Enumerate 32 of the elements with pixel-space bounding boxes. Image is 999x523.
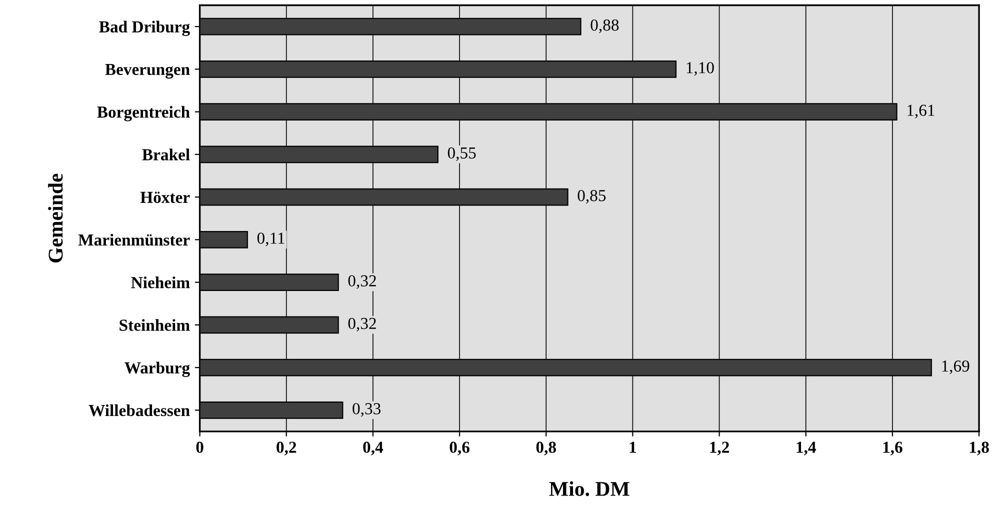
x-tick-label: 0	[196, 442, 204, 453]
data-label: 0,55	[448, 147, 476, 161]
x-tick-label: 0,8	[536, 442, 556, 456]
x-tick-label: 0,2	[276, 442, 296, 456]
data-label: 1,61	[908, 104, 934, 118]
y-tick-label: Steinheim	[120, 319, 190, 331]
y-tick-label: Bad Driburg	[99, 20, 190, 36]
x-axis-title: Mio. DM	[549, 481, 630, 496]
y-tick-label: Brakel	[142, 148, 190, 160]
x-tick-label: 1	[630, 442, 636, 453]
x-tick-label: 0,4	[363, 442, 384, 456]
x-tick-label: 1,8	[970, 442, 989, 456]
y-tick-label: Borgentreich	[97, 106, 190, 122]
y-tick-label: Nieheim	[131, 276, 190, 288]
y-axis-title: Gemeinde	[48, 174, 63, 262]
data-label: 1,10	[686, 62, 714, 76]
y-tick-label: Willebadessen	[88, 404, 190, 416]
y-tick-label: Marienmünster	[78, 234, 190, 246]
x-tick-label: 1,6	[883, 442, 902, 456]
data-label: 0,11	[257, 232, 284, 246]
data-label: 0,85	[578, 190, 606, 204]
data-label: 0,33	[352, 403, 381, 417]
x-tick-label: 0,6	[450, 442, 470, 456]
data-label: 0,32	[348, 275, 376, 289]
y-tick-label: Beverungen	[105, 64, 190, 79]
y-tick-label: Höxter	[140, 192, 190, 203]
data-label: 0,32	[348, 318, 376, 332]
data-label: 0,88	[590, 19, 619, 34]
x-tick-label: 1,2	[710, 442, 729, 456]
data-label: 1,69	[942, 360, 970, 374]
y-tick-label: Warburg	[124, 362, 190, 377]
x-tick-label: 1,4	[796, 442, 816, 456]
